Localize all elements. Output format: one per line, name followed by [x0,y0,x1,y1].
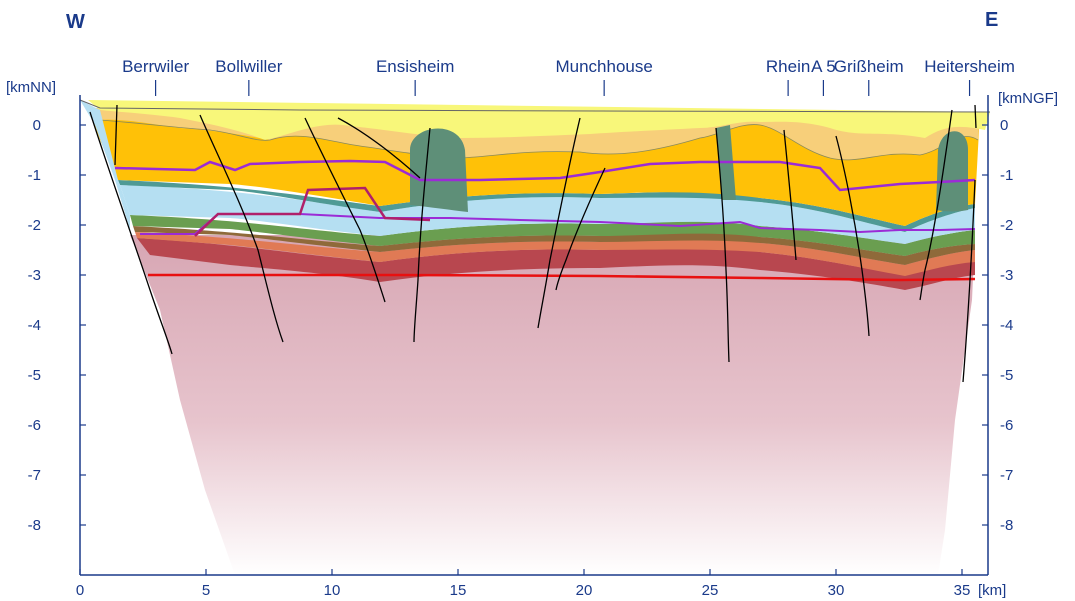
place-labels: Berrwiler Bollwiller Ensisheim Munchhouse Rh… [122,57,1015,96]
x-tick: 35 [954,582,971,599]
x-axis-unit: [km] [978,582,1006,599]
red-layer-band [137,238,975,290]
y-tick-left: -7 [28,467,41,484]
faults [89,104,977,383]
y-tick-right: -1 [1000,167,1013,184]
red-horizon [148,273,976,282]
purple-horizon-upper [114,159,976,192]
brown-layer-band [133,226,975,265]
x-tick: 0 [76,582,84,599]
y-tick-left: -5 [28,367,41,384]
x-tick: 15 [450,582,467,599]
basement-body [130,235,975,575]
place-label: Heitersheim [924,57,1015,76]
y-tick-left: -6 [28,417,41,434]
place-label: Berrwiler [122,57,189,76]
y-tick-right: -3 [1000,267,1013,284]
place-label: Rhein [766,57,810,76]
y-tick-right: -8 [1000,517,1013,534]
y-tick-left: -2 [28,217,41,234]
east-label: E [985,9,998,31]
right-axis-unit: [kmNGF] [998,90,1058,107]
y-tick-right: -6 [1000,417,1013,434]
y-tick-right: 0 [1000,117,1008,134]
salt-dome-ensisheim [410,128,468,212]
left-axis-unit: [kmNN] [6,79,56,96]
place-label: A 5 [811,57,836,76]
x-tick: 10 [324,582,341,599]
topography-line [79,99,991,113]
y-tick-left: -8 [28,517,41,534]
dark-magenta-horizon [194,186,431,237]
y-tick-left: -4 [28,317,41,334]
y-ticks-left [80,124,86,526]
x-tick: 25 [702,582,719,599]
salt-dome-heitersheim [936,131,968,212]
orange-layer-band [135,232,975,276]
teal-thin-band [118,180,975,232]
blue-layer-band [120,185,975,244]
y-tick-right: -2 [1000,217,1013,234]
green-layer-band [130,215,975,256]
x-ticks [79,569,963,575]
x-tick: 20 [576,582,593,599]
x-tick: 30 [828,582,845,599]
place-label: Grißheim [834,57,904,76]
y-tick-right: -5 [1000,367,1013,384]
y-ticks-right [982,124,988,526]
west-label: W [66,11,85,33]
place-label: Bollwiller [215,57,282,76]
y-tick-right: -7 [1000,467,1013,484]
place-label: Ensisheim [376,57,454,76]
place-label: Munchhouse [555,57,652,76]
quaternary-outline [99,119,979,161]
x-tick: 5 [202,582,210,599]
y-tick-left: -3 [28,267,41,284]
y-tick-left: -1 [28,167,41,184]
y-tick-left: 0 [33,117,41,134]
y-tick-right: -4 [1000,317,1013,334]
